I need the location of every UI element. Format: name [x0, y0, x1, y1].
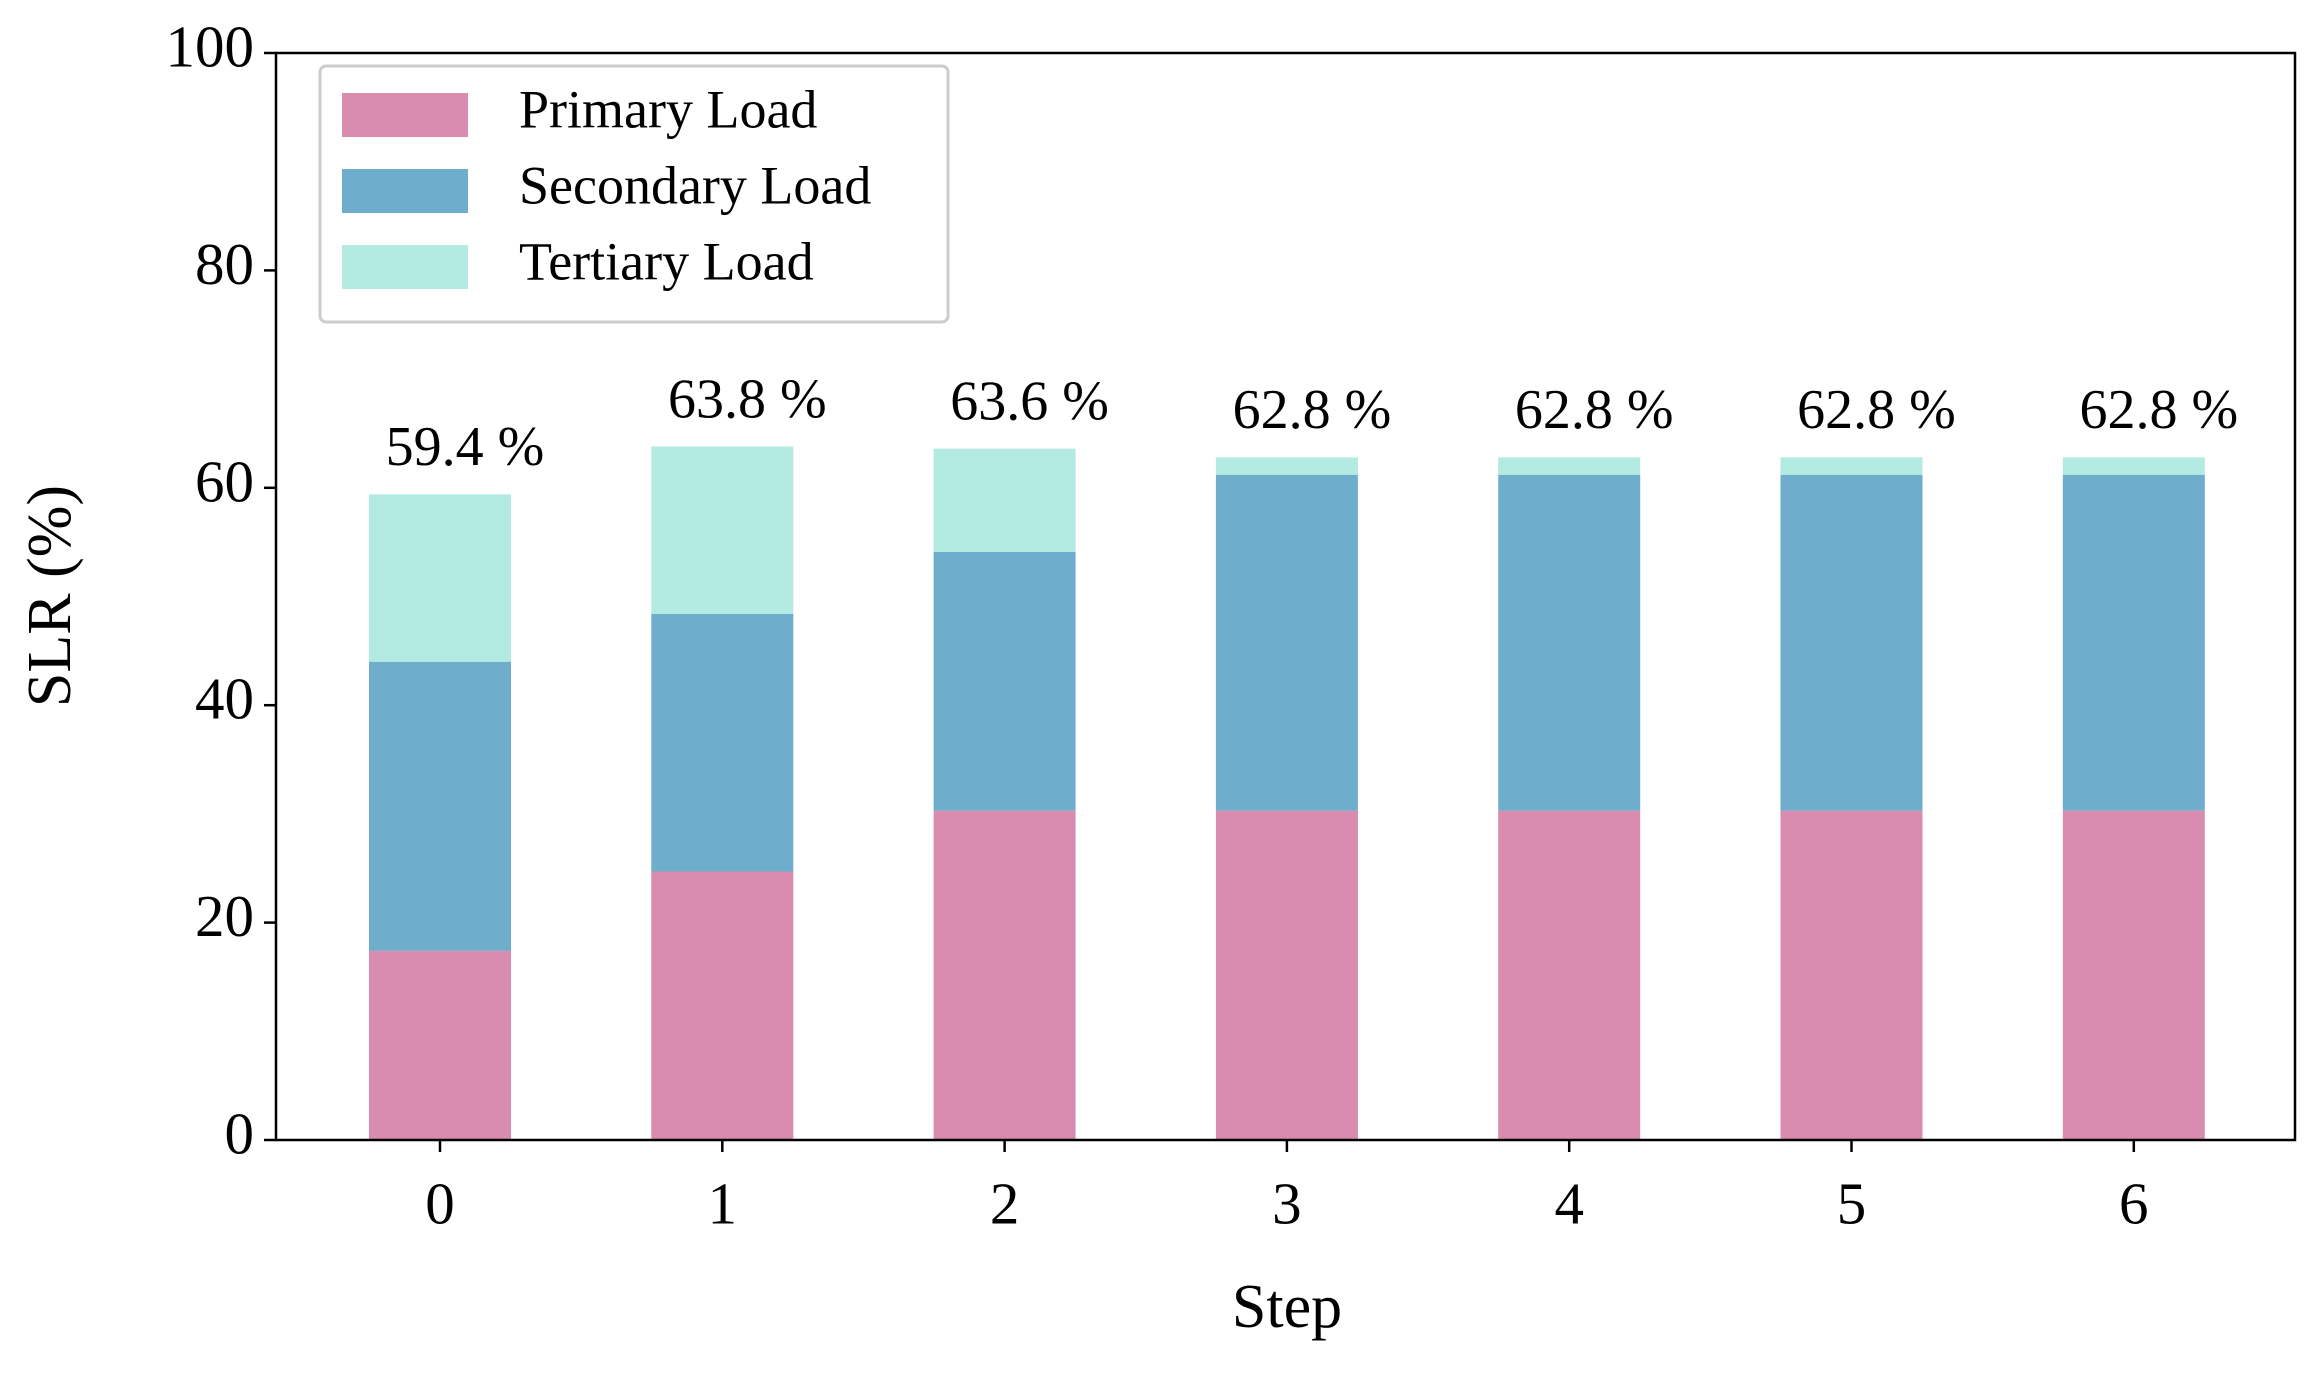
bar-segment — [933, 448, 1076, 552]
x-tick-label: 1 — [708, 1171, 738, 1237]
bar-segment — [2062, 457, 2205, 475]
legend-label: Secondary Load — [519, 155, 871, 215]
bar-segment — [1215, 810, 1358, 1140]
x-tick-label: 3 — [1272, 1171, 1302, 1237]
total-label: 63.8 % — [668, 368, 827, 430]
y-tick-label: 60 — [195, 448, 254, 514]
x-tick-label: 6 — [2119, 1171, 2149, 1237]
bar-segment — [1780, 457, 1923, 475]
bar-segment — [1215, 457, 1358, 475]
bar-segment — [2062, 810, 2205, 1140]
y-tick-label: 100 — [166, 14, 255, 80]
x-axis-label: Step — [1232, 1273, 1342, 1341]
bar-segment — [1498, 810, 1641, 1140]
total-label: 62.8 % — [1797, 379, 1956, 441]
legend-label: Primary Load — [519, 79, 817, 139]
y-axis-label: SLR (%) — [16, 485, 84, 707]
bar-segment — [369, 494, 511, 662]
y-tick-label: 40 — [195, 666, 254, 732]
x-tick-label: 5 — [1837, 1171, 1867, 1237]
y-tick-label: 0 — [225, 1101, 255, 1167]
bar-segment — [1780, 474, 1923, 811]
x-tick-label: 0 — [425, 1171, 455, 1237]
bar-segment — [369, 950, 511, 1140]
bar-segment — [651, 871, 794, 1140]
total-label: 62.8 % — [2079, 379, 2238, 441]
bar-segment — [933, 551, 1076, 811]
bar-segment — [1498, 474, 1641, 811]
plot-frame — [274, 51, 2297, 1142]
bar-segment — [1215, 474, 1358, 811]
x-tick-label: 4 — [1554, 1171, 1584, 1237]
total-label: 63.6 % — [950, 371, 1109, 433]
bar-segment — [651, 446, 794, 614]
total-label: 59.4 % — [386, 416, 545, 478]
bar-segment — [1780, 810, 1923, 1140]
bar-segment — [933, 810, 1076, 1140]
bar-segment — [651, 613, 794, 872]
legend-swatch — [342, 93, 468, 137]
total-label: 62.8 % — [1515, 379, 1674, 441]
total-label: 62.8 % — [1233, 379, 1392, 441]
x-tick-label: 2 — [990, 1171, 1020, 1237]
y-tick-label: 20 — [195, 883, 254, 949]
legend-box — [318, 64, 950, 324]
legend-swatch — [342, 245, 468, 289]
bar-segment — [1498, 457, 1641, 475]
y-tick-label: 80 — [195, 231, 254, 297]
bar-segment — [369, 661, 511, 951]
bar-segment — [2062, 474, 2205, 811]
legend-swatch — [342, 169, 468, 213]
legend-label: Tertiary Load — [519, 231, 814, 291]
